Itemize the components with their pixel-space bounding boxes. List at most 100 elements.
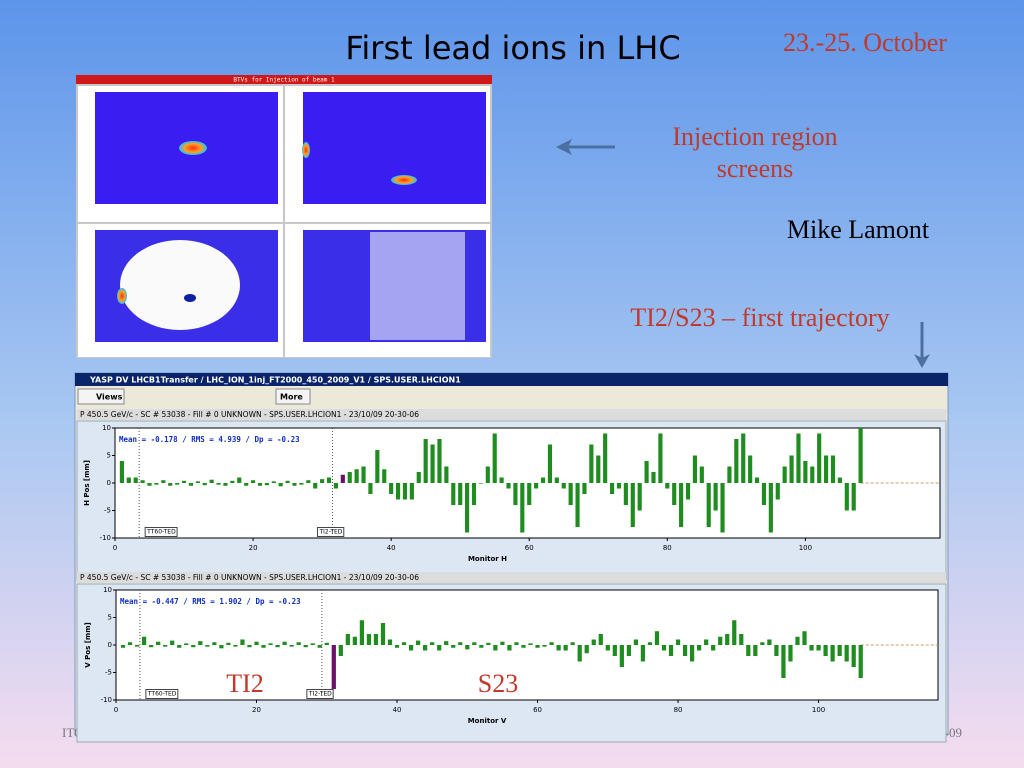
bar: [237, 477, 242, 483]
bar: [640, 645, 646, 662]
marker-label: TT60-TED: [146, 529, 176, 536]
bar: [409, 483, 414, 500]
bar: [704, 639, 709, 645]
bar: [549, 642, 554, 645]
views-button[interactable]: [77, 388, 125, 405]
bar: [682, 645, 688, 656]
bar: [774, 645, 779, 656]
x-axis-label: Monitor V: [468, 717, 507, 725]
bar: [612, 645, 617, 656]
bar: [282, 641, 287, 645]
screens-image: BTVs for Injection of beam 1: [76, 75, 492, 358]
bar: [149, 645, 154, 648]
down-arrow: [914, 322, 930, 368]
bar: [140, 480, 145, 483]
bar: [858, 645, 863, 678]
bar: [706, 483, 711, 527]
bar: [513, 483, 518, 505]
bar: [382, 469, 387, 483]
bar: [416, 472, 421, 483]
bar: [430, 642, 435, 645]
bar: [795, 636, 800, 645]
bar: [170, 640, 175, 645]
bar: [271, 481, 276, 483]
bar: [306, 480, 311, 483]
bar: [823, 645, 828, 656]
bar: [437, 645, 442, 651]
bar: [809, 645, 814, 651]
stats: Mean = -0.447 / RMS = 1.902 / Dp = -0.23: [120, 597, 301, 606]
y-tick-label: -10: [101, 696, 112, 704]
bar: [156, 641, 161, 645]
bar: [184, 643, 189, 645]
bar: [191, 645, 196, 648]
bar: [725, 634, 730, 645]
bar: [591, 639, 596, 645]
bar: [851, 645, 856, 667]
bar: [570, 642, 575, 645]
bar: [347, 472, 352, 483]
bar: [195, 481, 200, 483]
bar: [672, 483, 677, 505]
bar: [542, 645, 547, 647]
bar: [233, 645, 238, 647]
y-tick-label: 5: [107, 452, 111, 460]
bar: [345, 634, 350, 645]
y-axis-label: H Pos [mm]: [83, 460, 91, 506]
bar: [486, 642, 491, 645]
bar: [563, 645, 568, 651]
bar: [644, 461, 649, 483]
bar: [768, 483, 773, 533]
bar: [268, 643, 273, 645]
bar: [296, 642, 301, 645]
bar: [247, 645, 252, 648]
bar: [437, 439, 442, 483]
bar: [198, 641, 203, 645]
x-tick-label: 80: [663, 544, 672, 552]
bar: [444, 641, 449, 645]
bar: [732, 620, 737, 645]
bar: [748, 455, 753, 483]
slide-title: First lead ions in LHC: [345, 29, 680, 67]
bar: [718, 636, 723, 645]
bar: [753, 645, 758, 656]
bar: [310, 643, 315, 645]
marker-label: TI2-TED: [318, 529, 342, 536]
bar: [610, 483, 615, 494]
bar: [472, 642, 477, 645]
bar: [647, 642, 653, 645]
bar: [603, 433, 608, 483]
bar: [837, 477, 842, 483]
bar: [168, 483, 173, 486]
bar: [303, 645, 308, 648]
more-button[interactable]: [275, 388, 311, 405]
bar: [212, 642, 217, 645]
bar: [788, 645, 793, 662]
bar: [767, 639, 772, 645]
bar: [465, 483, 470, 533]
bar: [451, 483, 456, 505]
arrow: [556, 139, 615, 155]
bar: [844, 645, 849, 662]
marker-label: TI2-TED: [308, 691, 332, 698]
bar: [697, 645, 702, 651]
bar: [665, 483, 670, 489]
bar: [668, 645, 674, 656]
bar: [387, 639, 393, 645]
bar: [451, 645, 456, 648]
bar: [275, 645, 280, 648]
bar: [423, 439, 428, 483]
bar: [324, 642, 329, 645]
bar: [444, 466, 449, 483]
x-tick-label: 100: [812, 706, 825, 714]
bar: [830, 645, 835, 662]
bar: [633, 639, 639, 645]
bar: [209, 479, 214, 483]
bar: [685, 483, 691, 500]
bar: [320, 479, 325, 483]
bar: [375, 450, 380, 483]
bar: [507, 645, 512, 651]
bar: [292, 483, 297, 486]
y-tick-label: 0: [107, 479, 111, 487]
